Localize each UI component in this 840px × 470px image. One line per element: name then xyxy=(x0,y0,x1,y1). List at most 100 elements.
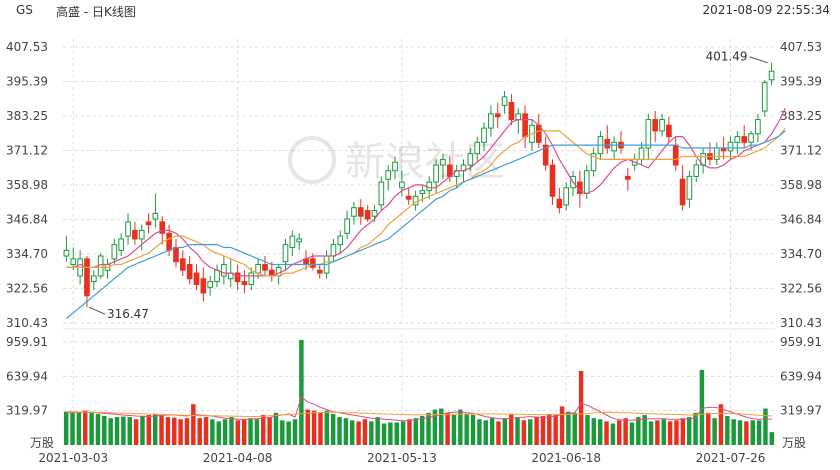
price-tick-left: 334.70 xyxy=(6,247,48,261)
volume-bar xyxy=(699,369,705,445)
candle-body xyxy=(234,272,241,283)
volume-bar xyxy=(292,419,298,445)
candle-body xyxy=(638,147,645,160)
volume-bar xyxy=(604,421,609,445)
candle-body xyxy=(248,272,255,285)
volume-bar xyxy=(706,412,711,445)
candle-body xyxy=(330,244,337,257)
candle-body xyxy=(611,141,617,152)
volume-bar xyxy=(712,418,717,445)
ma-line-ma10 xyxy=(66,127,786,277)
price-tick-right: 334.70 xyxy=(780,247,822,261)
volume-bar xyxy=(642,414,647,445)
candle-body xyxy=(262,264,268,271)
volume-bar xyxy=(146,414,152,445)
candle-body xyxy=(501,96,508,106)
candle-body xyxy=(549,164,556,197)
volume-bar xyxy=(413,418,419,445)
price-tick-right: 310.43 xyxy=(780,316,822,330)
price-tick-right: 395.39 xyxy=(780,75,822,89)
volume-bar xyxy=(70,412,75,445)
high-pointer xyxy=(749,56,768,64)
candle-body xyxy=(63,249,70,257)
candle-body xyxy=(125,221,131,237)
candle-body xyxy=(392,161,398,172)
date-tick-label: 2021-05-13 xyxy=(367,451,437,465)
volume-bar xyxy=(725,416,730,445)
volume-bar xyxy=(216,421,221,445)
candle-body xyxy=(351,207,357,217)
candle-body xyxy=(467,153,474,166)
candle-body xyxy=(590,153,597,172)
volume-bar xyxy=(750,420,755,445)
volume-bar xyxy=(763,408,768,445)
stock-symbol: GS xyxy=(16,3,33,17)
volume-bar xyxy=(432,409,438,445)
volume-tick-right: 959.91 xyxy=(780,335,822,349)
volume-bar xyxy=(458,409,463,445)
volume-bar xyxy=(350,420,355,445)
volume-bar xyxy=(280,420,285,445)
volume-bar xyxy=(343,418,349,445)
candle-body xyxy=(173,246,179,263)
volume-bar xyxy=(597,419,603,445)
candle-body xyxy=(645,119,652,149)
volume-bar xyxy=(89,412,94,445)
volume-tick-right: 319.97 xyxy=(780,404,822,418)
volume-bar xyxy=(547,413,552,445)
volume-bar xyxy=(419,416,425,445)
volume-bar xyxy=(737,420,743,445)
volume-bar xyxy=(502,418,508,445)
volume-bar xyxy=(489,418,495,445)
candle-body xyxy=(159,221,166,234)
candle-body xyxy=(672,144,679,166)
candle-body xyxy=(693,164,700,177)
candle-body xyxy=(132,229,138,240)
volume-bar xyxy=(267,417,272,445)
volume-ma-mavol1 xyxy=(66,395,772,422)
candle-body xyxy=(371,210,378,217)
volume-bar xyxy=(203,417,209,445)
candle-body xyxy=(481,127,487,143)
candle-body xyxy=(378,181,385,206)
volume-bar xyxy=(95,413,101,445)
candle-body xyxy=(385,170,392,180)
volume-bar xyxy=(127,417,132,445)
volume-bar xyxy=(400,421,406,445)
volume-bar xyxy=(426,412,431,445)
candle-body xyxy=(97,255,104,277)
volume-tick-right: 639.94 xyxy=(780,369,822,383)
candlestick-series xyxy=(63,62,775,308)
volume-bar xyxy=(235,420,241,445)
volume-bar xyxy=(318,412,323,445)
volume-bar xyxy=(254,419,260,445)
volume-bar xyxy=(674,420,679,445)
volume-bar xyxy=(483,420,488,445)
candle-body xyxy=(440,158,446,166)
volume-bar xyxy=(661,419,666,445)
candle-body xyxy=(193,272,200,285)
candle-body xyxy=(200,278,207,294)
candle-body xyxy=(624,175,631,180)
volume-bar xyxy=(528,419,533,445)
volume-bar xyxy=(508,413,514,445)
candle-body xyxy=(145,221,152,226)
volume-bar xyxy=(178,419,183,445)
candle-body xyxy=(522,113,528,138)
volume-bar xyxy=(108,418,113,445)
candle-body xyxy=(419,190,426,194)
candle-body xyxy=(604,138,611,149)
volume-bar xyxy=(63,411,69,445)
axis-labels: 407.53 407.53 395.39 395.39 383.25 383.25 371.… xyxy=(6,40,822,465)
volume-bar xyxy=(76,412,82,445)
candle-body xyxy=(755,119,761,135)
volume-bars xyxy=(63,339,775,445)
volume-bar xyxy=(394,422,399,445)
candle-body xyxy=(316,269,323,274)
volume-bar xyxy=(121,416,126,445)
volume-bar xyxy=(197,418,202,445)
timestamp: 2021-08-09 22:55:34 xyxy=(702,3,830,17)
candle-body xyxy=(221,264,227,277)
volume-bar xyxy=(553,414,558,445)
candle-body xyxy=(90,275,97,283)
